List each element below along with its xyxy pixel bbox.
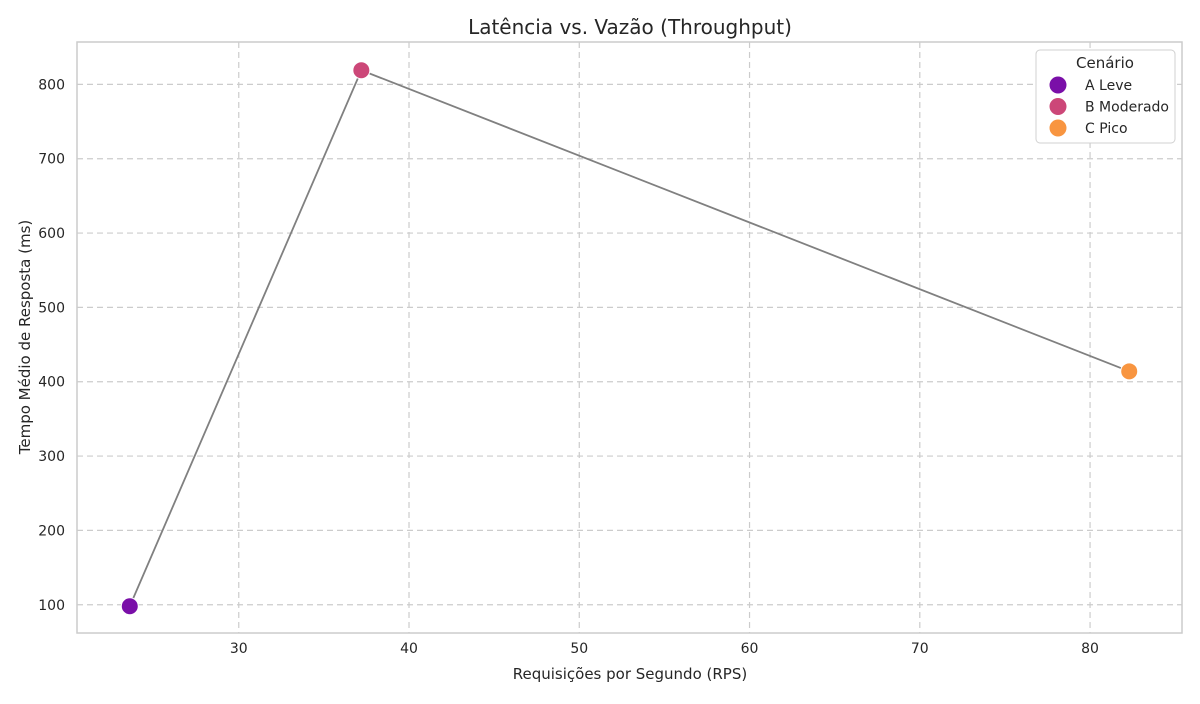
y-tick-label: 400: [38, 375, 65, 391]
x-tick-label: 60: [741, 641, 759, 657]
y-tick-label: 600: [38, 226, 65, 242]
legend-label: C Pico: [1085, 121, 1128, 137]
y-tick-label: 700: [38, 152, 65, 168]
legend-marker: [1049, 98, 1067, 115]
legend-label: B Moderado: [1085, 100, 1169, 116]
data-point: [1120, 362, 1139, 381]
legend-marker: [1049, 119, 1067, 137]
x-tick-label: 70: [911, 641, 929, 657]
x-tick-label: 50: [570, 641, 588, 657]
plot-area-border: [76, 41, 1183, 634]
legend-label: A Leve: [1085, 78, 1132, 94]
grid-layer: [77, 42, 1182, 633]
legend-title: Cenário: [1076, 54, 1134, 72]
y-tick-label: 500: [38, 300, 65, 316]
data-point: [352, 61, 371, 80]
y-axis-label: Tempo Médio de Resposta (ms): [16, 220, 34, 456]
legend-items: A Leve B Moderado C Pico: [1049, 76, 1169, 137]
y-tick-label: 100: [38, 598, 65, 614]
legend: Cenário A Leve B Moderado C Pico: [1035, 49, 1176, 144]
y-tick-label: 200: [38, 523, 65, 539]
legend-marker: [1049, 76, 1067, 94]
chart-title: Latência vs. Vazão (Throughput): [468, 15, 792, 39]
x-tick-label: 30: [230, 641, 248, 657]
data-points: [120, 61, 1139, 616]
legend-box: [1035, 49, 1176, 144]
tick-labels: 30 40 50 60 70 80 100 200 300 400 500 600 700 800: [38, 77, 1099, 657]
data-point: [120, 597, 139, 616]
x-tick-label: 40: [400, 641, 418, 657]
x-tick-label: 80: [1081, 641, 1099, 657]
y-tick-label: 800: [38, 77, 65, 93]
x-axis-label: Requisições por Segundo (RPS): [513, 665, 747, 683]
y-tick-label: 300: [38, 449, 65, 465]
